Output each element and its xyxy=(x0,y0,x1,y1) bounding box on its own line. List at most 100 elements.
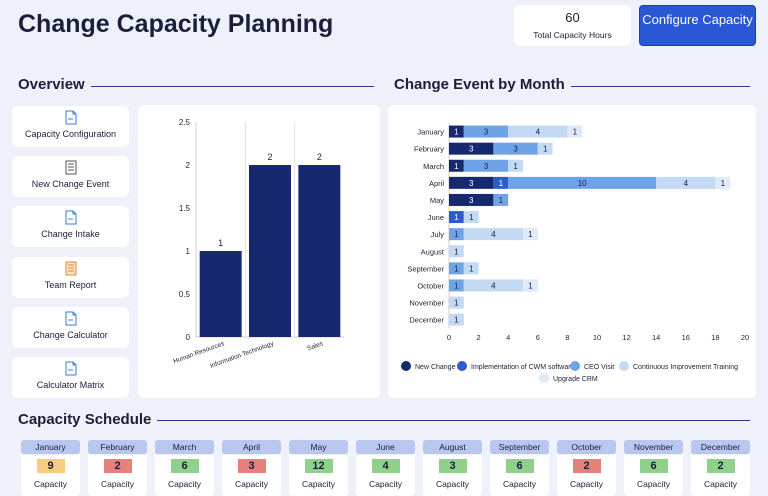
legend-label: Continuous Improvement Training xyxy=(633,364,738,371)
nav-button-label: New Change Event xyxy=(31,179,110,189)
schedule-month: October xyxy=(557,440,616,454)
segment-march-2 xyxy=(463,159,509,172)
y-tick-label: December xyxy=(409,316,444,325)
overview-rule xyxy=(18,86,374,87)
segment-value-label: 10 xyxy=(578,179,587,188)
schedule-month: June xyxy=(356,440,415,454)
bar-value-label: 2 xyxy=(317,152,322,162)
segment-january-4 xyxy=(567,125,583,138)
nav-button-label: Change Intake xyxy=(41,229,100,239)
y-tick-label: April xyxy=(429,179,444,188)
schedule-card-june: June 4 Capacity xyxy=(356,440,415,496)
document-icon xyxy=(65,361,77,376)
x-tick-label: 2 xyxy=(477,333,481,342)
segment-value-label: 1 xyxy=(454,230,459,239)
capacity-value-badge: 12 xyxy=(304,459,333,473)
segment-april-1 xyxy=(493,176,509,189)
segment-value-label: 1 xyxy=(454,247,459,256)
bar-value-label: 1 xyxy=(218,238,223,248)
nav-button-label: Calculator Matrix xyxy=(36,380,105,390)
segment-value-label: 3 xyxy=(469,196,474,205)
segment-september-2 xyxy=(449,262,464,275)
report-icon xyxy=(65,261,77,276)
schedule-card-september: September 6 Capacity xyxy=(490,440,549,496)
nav-button-calculator-matrix[interactable]: Calculator Matrix xyxy=(12,357,129,398)
schedule-body: 2 Capacity xyxy=(691,455,750,496)
nav-button-team-report[interactable]: Team Report xyxy=(12,257,129,298)
document-icon xyxy=(65,210,77,225)
legend-label: Upgrade CRM xyxy=(553,376,598,383)
capacity-label: Capacity xyxy=(368,479,403,489)
capacity-label: Capacity xyxy=(636,479,671,489)
nav-button-change-intake[interactable]: Change Intake xyxy=(12,206,129,247)
capacity-label: Capacity xyxy=(703,479,738,489)
segment-value-label: 1 xyxy=(528,230,533,239)
capacity-label: Capacity xyxy=(569,479,604,489)
x-tick-label: 12 xyxy=(622,333,630,342)
segment-january-3 xyxy=(508,125,568,138)
schedule-body: 3 Capacity xyxy=(222,455,281,496)
segment-june-1 xyxy=(449,211,464,224)
x-tick-label: 18 xyxy=(711,333,719,342)
schedule-card-december: December 2 Capacity xyxy=(691,440,750,496)
y-tick-label: August xyxy=(421,247,445,256)
segment-value-label: 1 xyxy=(469,264,474,273)
schedule-month: February xyxy=(88,440,147,454)
capacity-label: Capacity xyxy=(167,479,202,489)
schedule-card-march: March 6 Capacity xyxy=(155,440,214,496)
segment-april-2 xyxy=(508,176,657,189)
monthly-chart-card: 0 2 4 6 8 10 12 14 16 18 20 January 1 3 4 1 February 3 3 1 M… xyxy=(388,105,756,398)
nav-button-capacity-configuration[interactable]: Capacity Configuration xyxy=(12,106,129,147)
x-tick-label: 10 xyxy=(593,333,601,342)
segment-value-label: 1 xyxy=(499,196,504,205)
segment-value-label: 1 xyxy=(454,264,459,273)
segment-value-label: 3 xyxy=(513,145,518,154)
segment-april-0 xyxy=(449,176,494,189)
schedule-card-november: November 6 Capacity xyxy=(624,440,683,496)
capacity-value-badge: 6 xyxy=(170,459,199,473)
schedule-month: August xyxy=(423,440,482,454)
schedule-month: November xyxy=(624,440,683,454)
y-tick-label: November xyxy=(409,299,444,308)
segment-july-4 xyxy=(523,228,538,241)
document-icon xyxy=(65,110,77,125)
monthly-rule xyxy=(394,86,750,87)
x-tick-label: Sales xyxy=(306,340,324,352)
segment-september-3 xyxy=(463,262,479,275)
segment-april-4 xyxy=(715,176,731,189)
segment-value-label: 1 xyxy=(454,316,459,325)
y-tick-label: 0 xyxy=(186,333,191,342)
y-tick-label: 1.5 xyxy=(179,204,191,213)
x-tick-label: 0 xyxy=(447,333,451,342)
segment-december-3 xyxy=(449,313,464,326)
capacity-label: Capacity xyxy=(502,479,537,489)
y-tick-label: March xyxy=(423,162,444,171)
segment-value-label: 1 xyxy=(454,128,459,137)
schedule-body: 6 Capacity xyxy=(624,455,683,496)
nav-button-label: Capacity Configuration xyxy=(24,129,117,139)
capacity-label: Capacity xyxy=(435,479,470,489)
capacity-value-badge: 3 xyxy=(237,459,266,473)
schedule-body: 3 Capacity xyxy=(423,455,482,496)
segment-october-4 xyxy=(523,279,538,292)
segment-value-label: 4 xyxy=(491,281,496,290)
segment-june-3 xyxy=(463,211,479,224)
schedule-body: 6 Capacity xyxy=(490,455,549,496)
nav-button-change-calculator[interactable]: Change Calculator xyxy=(12,307,129,348)
capacity-value-badge: 3 xyxy=(438,459,467,473)
legend-label: CEO Visit xyxy=(584,364,614,371)
nav-button-new-change-event[interactable]: New Change Event xyxy=(12,156,129,197)
schedule-month: April xyxy=(222,440,281,454)
configure-capacity-button[interactable]: Configure Capacity xyxy=(639,5,756,46)
legend-swatch xyxy=(457,361,467,371)
capacity-label: Capacity xyxy=(100,479,135,489)
schedule-body: 2 Capacity xyxy=(88,455,147,496)
schedule-body: 12 Capacity xyxy=(289,455,348,496)
schedule-month: January xyxy=(21,440,80,454)
x-tick-label: 20 xyxy=(741,333,749,342)
legend-swatch xyxy=(539,373,549,383)
schedule-month: September xyxy=(490,440,549,454)
nav-button-label: Team Report xyxy=(44,280,97,290)
segment-value-label: 1 xyxy=(454,213,459,222)
y-tick-label: June xyxy=(428,213,444,222)
